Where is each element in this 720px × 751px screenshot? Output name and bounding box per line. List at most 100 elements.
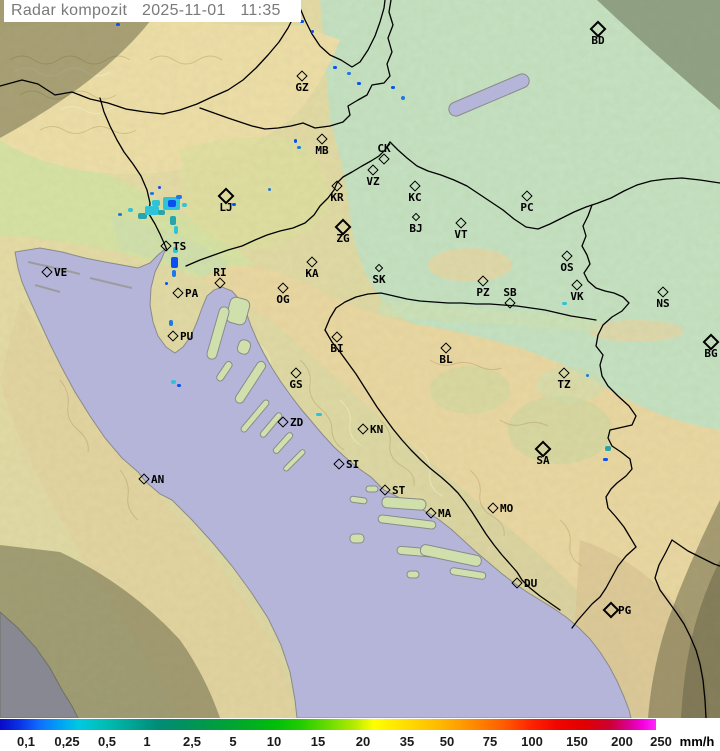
radar-map: GZ BD MB CK VZ KR KC PC LJ ZG BJ VT TS OS VE RI KA SK PZ SB… [0, 0, 720, 718]
city-label: OG [276, 293, 290, 306]
city-label: BG [704, 347, 718, 360]
legend-tick-label: 0,5 [97, 734, 117, 749]
city-label: ZG [336, 232, 350, 245]
city-label: ST [392, 484, 406, 497]
city-label: SA [536, 454, 550, 467]
legend-color-scale [0, 719, 656, 730]
precipitation-legend: 0,1 0,25 0,5 1 2,5 5 10 15 20 35 50 75 100 150 200 250 … [0, 718, 720, 751]
radar-echo [171, 380, 176, 384]
city-label: VK [570, 290, 584, 303]
city-label: SB [503, 286, 517, 299]
observation-time: 11:35 [240, 2, 281, 19]
radar-echo [116, 23, 120, 26]
city-label: NS [656, 297, 670, 310]
title-bar: Radar kompozit 2025-11-01 11:35 [4, 0, 301, 22]
legend-tick-label: 5 [229, 734, 237, 749]
city-label: DU [524, 577, 538, 590]
radar-echo [171, 257, 178, 268]
radar-echo [297, 146, 301, 149]
radar-echo [152, 200, 160, 206]
legend-tick-label: 35 [399, 734, 415, 749]
city-label: PC [520, 201, 534, 214]
legend-tick-label: 2,5 [182, 734, 202, 749]
city-label: LJ [219, 201, 233, 214]
city-label: GZ [295, 81, 309, 94]
legend-tick-label: 15 [310, 734, 326, 749]
radar-echo [145, 206, 159, 215]
city-label: MA [438, 507, 452, 520]
city-label: OS [560, 261, 574, 274]
radar-echo [118, 213, 122, 216]
radar-echo [182, 203, 187, 207]
legend-tick-label: 200 [611, 734, 633, 749]
radar-echo [603, 458, 608, 461]
city-label: BL [439, 353, 453, 366]
city-label: PZ [476, 286, 490, 299]
radar-echo [150, 192, 154, 195]
radar-echo [177, 384, 181, 387]
city-label: KA [305, 267, 319, 280]
radar-echo [347, 72, 351, 75]
radar-echo [158, 186, 161, 189]
city-label: BJ [409, 222, 423, 235]
radar-echo [391, 86, 395, 89]
radar-echo [173, 247, 178, 253]
city-label: ZD [290, 416, 304, 429]
radar-echo [294, 139, 297, 143]
city-label: PG [618, 604, 632, 617]
radar-echo [357, 82, 361, 85]
city-label: PU [180, 330, 194, 343]
radar-echo [174, 226, 178, 234]
city-label: KR [330, 191, 344, 204]
radar-echo [268, 188, 271, 191]
city-label: MO [500, 502, 514, 515]
radar-echo [316, 413, 322, 416]
city-label: GS [289, 378, 303, 391]
legend-tick-label: 75 [482, 734, 498, 749]
city-label: SI [346, 458, 360, 471]
city-label: BI [330, 342, 344, 355]
radar-echo [128, 208, 133, 212]
city-label: MB [315, 144, 329, 157]
city-label: PA [185, 287, 199, 300]
city-label: SK [372, 273, 386, 286]
radar-echo [232, 203, 236, 206]
city-label: VZ [366, 175, 380, 188]
legend-tick-label: 0,25 [54, 734, 80, 749]
radar-echo [170, 216, 176, 225]
city-label: KC [408, 191, 422, 204]
radar-echo [138, 213, 147, 219]
legend-unit-label: mm/h [679, 734, 715, 749]
radar-echo [169, 320, 173, 326]
product-title: Radar kompozit [11, 2, 128, 19]
legend-tick-label: 20 [355, 734, 371, 749]
city-label: AN [151, 473, 165, 486]
radar-map-image [0, 0, 720, 718]
legend-tick-label: 1 [143, 734, 151, 749]
city-label: KN [370, 423, 384, 436]
radar-echo [172, 270, 176, 277]
legend-tick-label: 50 [439, 734, 455, 749]
radar-echo [165, 282, 168, 285]
city-label: TZ [557, 378, 571, 391]
legend-tick-label: 150 [566, 734, 588, 749]
observation-date: 2025-11-01 [142, 2, 226, 19]
city-label: BD [591, 34, 605, 47]
city-label: TS [173, 240, 187, 253]
city-label: RI [213, 266, 227, 279]
radar-echo [401, 96, 405, 100]
radar-echo [300, 20, 304, 23]
city-label: VE [54, 266, 68, 279]
legend-tick-label: 100 [521, 734, 543, 749]
radar-echo [605, 446, 611, 451]
city-label: VT [454, 228, 468, 241]
radar-echo [586, 374, 589, 377]
radar-echo [158, 210, 165, 215]
radar-echo [168, 200, 176, 207]
city-label: CK [377, 142, 391, 155]
radar-echo [176, 195, 182, 199]
legend-tick-label: 0,1 [16, 734, 36, 749]
radar-echo [333, 66, 337, 69]
legend-tick-label: 250 [650, 734, 672, 749]
